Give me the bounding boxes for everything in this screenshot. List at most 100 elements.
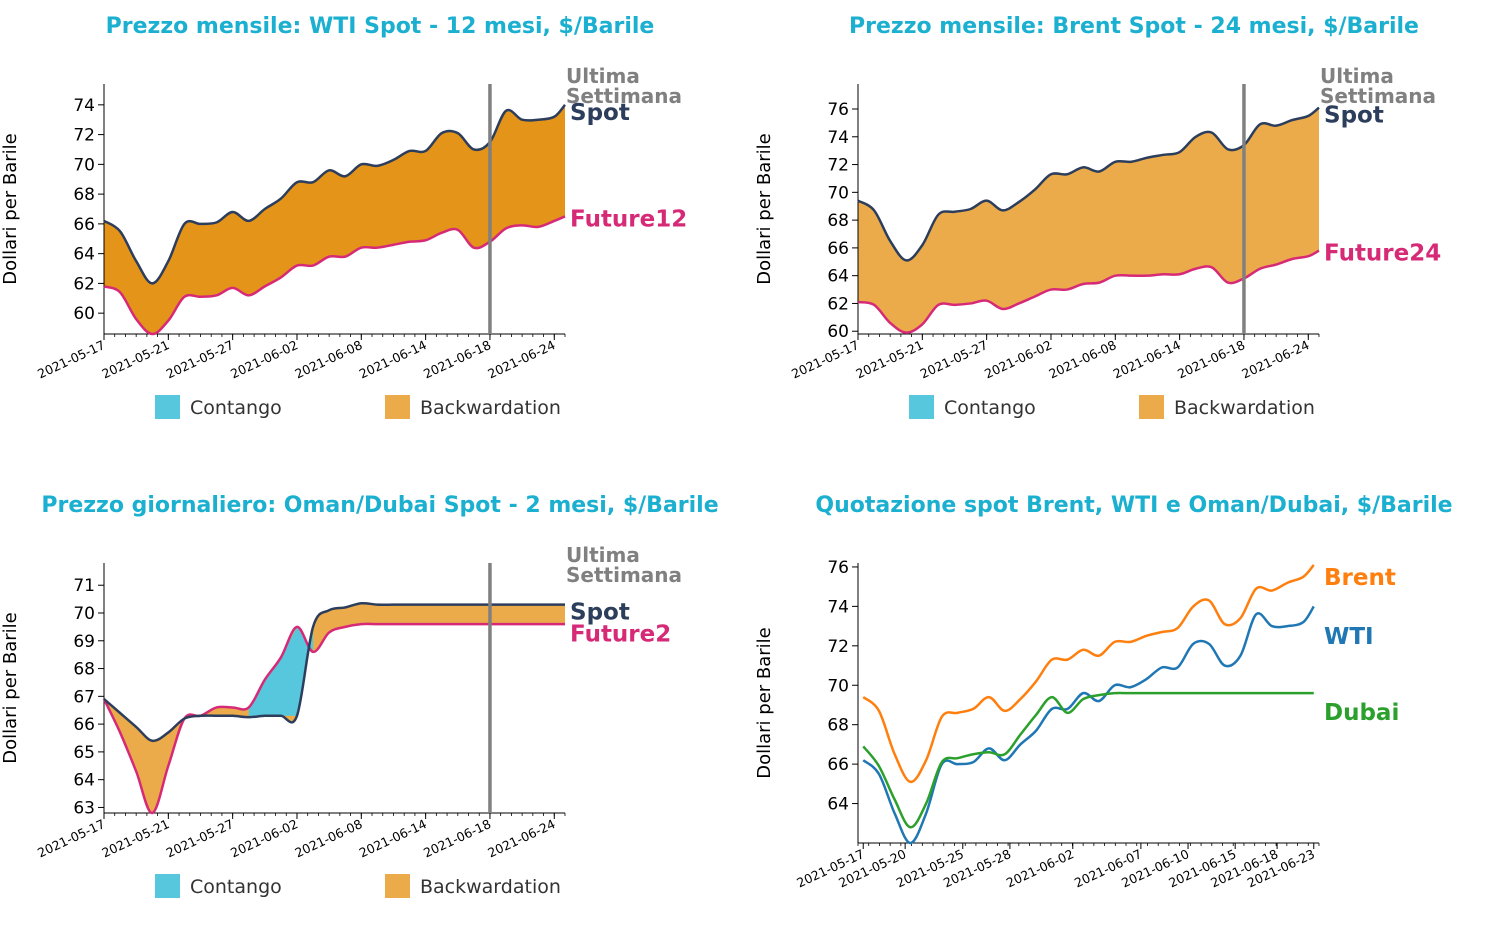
chart-quotes-ytick-label: 66: [827, 755, 849, 775]
chart-quotes-ytick-label: 64: [827, 795, 849, 815]
chart-dubai-ytick-label: 68: [73, 660, 95, 680]
chart-quotes-ytick-label: 72: [827, 637, 849, 657]
chart-wti-spot-label: Spot: [570, 100, 630, 126]
chart-dubai-ytick-label: 65: [73, 743, 95, 763]
chart-brent: Prezzo mensile: Brent Spot - 24 mesi, $/…: [754, 14, 1441, 419]
chart-dubai-legend-backwardation-swatch: [385, 874, 410, 898]
chart-wti-ytick-label: 74: [73, 96, 95, 116]
chart-wti-ytick-label: 60: [73, 304, 95, 324]
chart-wti-ytick-label: 64: [73, 245, 95, 265]
chart-dubai-ylabel: Dollari per Barile: [0, 612, 21, 764]
chart-brent-legend-backwardation-swatch: [1139, 395, 1164, 419]
chart-dubai-xtick-label: 2021-06-02: [228, 816, 300, 860]
chart-dubai-backwardation-area: [104, 603, 565, 814]
chart-brent-xtick-label: 2021-06-24: [1239, 337, 1311, 381]
chart-wti-ylabel: Dollari per Barile: [0, 133, 21, 285]
chart-wti-ytick-label: 70: [73, 155, 95, 175]
chart-brent-xtick-label: 2021-05-21: [853, 337, 925, 381]
chart-brent-last-week-label-1: Ultima: [1320, 64, 1394, 88]
chart-wti-xtick-label: 2021-05-27: [164, 337, 236, 381]
chart-wti-legend-contango-swatch: [155, 395, 180, 419]
chart-wti-last-week-label-1: Ultima: [566, 64, 640, 88]
chart-wti-future-label: Future12: [570, 206, 687, 232]
chart-brent-xtick-label: 2021-06-18: [1175, 337, 1247, 381]
chart-brent-xtick-label: 2021-06-14: [1111, 337, 1183, 381]
chart-brent-ytick-label: 60: [827, 322, 849, 342]
chart-dubai-ytick-label: 71: [73, 576, 95, 596]
chart-quotes-ytick-label: 68: [827, 716, 849, 736]
chart-brent-ylabel: Dollari per Barile: [754, 133, 775, 285]
chart-dubai: Prezzo giornaliero: Oman/Dubai Spot - 2 …: [0, 493, 719, 898]
chart-dubai-title: Prezzo giornaliero: Oman/Dubai Spot - 2 …: [41, 493, 718, 518]
chart-quotes-ytick-label: 70: [827, 676, 849, 696]
chart-quotes-dubai-label: Dubai: [1324, 700, 1399, 726]
chart-dubai-legend-backwardation-label: Backwardation: [420, 876, 561, 898]
chart-brent-legend-contango-swatch: [909, 395, 934, 419]
chart-dubai-ytick-label: 69: [73, 632, 95, 652]
chart-dubai-ytick-label: 70: [73, 604, 95, 624]
chart-brent-ytick-label: 70: [827, 183, 849, 203]
chart-wti-ytick-label: 62: [73, 274, 95, 294]
chart-brent-xtick-label: 2021-05-17: [789, 337, 861, 381]
chart-wti-xtick-label: 2021-06-08: [292, 337, 364, 381]
chart-wti-ytick-label: 68: [73, 185, 95, 205]
chart-dubai-future-line: [102, 622, 565, 815]
chart-dubai-legend-contango-swatch: [155, 874, 180, 898]
chart-wti-xtick-label: 2021-06-24: [485, 337, 557, 381]
chart-brent-ytick-label: 72: [827, 156, 849, 176]
chart-wti-ytick-label: 66: [73, 215, 95, 235]
chart-dubai-ytick-label: 66: [73, 715, 95, 735]
chart-dubai-spot-label: Spot: [570, 600, 630, 626]
chart-dubai-xtick-label: 2021-06-08: [292, 816, 364, 860]
chart-dubai-xtick-label: 2021-06-18: [421, 816, 493, 860]
chart-wti-title: Prezzo mensile: WTI Spot - 12 mesi, $/Ba…: [106, 14, 655, 39]
chart-dubai-contango-area: [248, 626, 314, 718]
chart-brent-legend-contango-label: Contango: [944, 397, 1036, 419]
chart-dubai-xtick-label: 2021-05-17: [35, 816, 107, 860]
chart-brent-future-label: Future24: [1324, 241, 1441, 267]
chart-dubai-xtick-label: 2021-05-27: [164, 816, 236, 860]
chart-wti-xtick-label: 2021-05-21: [99, 337, 171, 381]
chart-brent-ytick-label: 62: [827, 294, 849, 314]
chart-dubai-xtick-label: 2021-06-14: [357, 816, 429, 860]
chart-wti-ytick-label: 72: [73, 126, 95, 146]
chart-brent-xtick-label: 2021-06-02: [982, 337, 1054, 381]
chart-brent-spot-label: Spot: [1324, 103, 1384, 129]
chart-quotes-dubai-line: [862, 691, 1314, 829]
chart-wti-xtick-label: 2021-06-14: [357, 337, 429, 381]
chart-quotes-brent-label: Brent: [1324, 565, 1396, 591]
chart-dubai-legend-contango-label: Contango: [190, 876, 282, 898]
chart-brent-ytick-label: 64: [827, 267, 849, 287]
chart-dubai-future-label: Future2: [570, 622, 671, 648]
chart-dubai-ytick-label: 67: [73, 687, 95, 707]
chart-quotes-ytick-label: 74: [827, 597, 849, 617]
chart-wti: Prezzo mensile: WTI Spot - 12 mesi, $/Ba…: [0, 14, 687, 419]
chart-dubai-last-week-label-2: Settimana: [566, 563, 682, 587]
chart-wti-legend-backwardation-label: Backwardation: [420, 397, 561, 419]
chart-brent-ytick-label: 76: [827, 100, 849, 120]
chart-brent-legend-backwardation-label: Backwardation: [1174, 397, 1315, 419]
chart-dubai-ytick-label: 64: [73, 771, 95, 791]
chart-dubai-last-week-label-1: Ultima: [566, 543, 640, 567]
chart-wti-xtick-label: 2021-06-18: [421, 337, 493, 381]
chart-brent-ytick-label: 66: [827, 239, 849, 259]
chart-quotes-wti-line: [862, 605, 1315, 845]
chart-quotes: Quotazione spot Brent, WTI e Oman/Dubai,…: [754, 493, 1453, 890]
chart-wti-legend-contango-label: Contango: [190, 397, 282, 419]
chart-dubai-xtick-label: 2021-05-21: [99, 816, 171, 860]
chart-quotes-xtick-label: 2021-06-02: [1004, 846, 1076, 890]
chart-brent-xtick-label: 2021-05-27: [918, 337, 990, 381]
chart-wti-xtick-label: 2021-05-17: [35, 337, 107, 381]
chart-quotes-title: Quotazione spot Brent, WTI e Oman/Dubai,…: [815, 493, 1452, 518]
chart-brent-ytick-label: 68: [827, 211, 849, 231]
chart-brent-backwardation-area: [858, 107, 1319, 333]
chart-wti-xtick-label: 2021-06-02: [228, 337, 300, 381]
chart-wti-last-week-label-2: Settimana: [566, 84, 682, 108]
chart-dubai-ytick-label: 63: [73, 798, 95, 818]
chart-brent-last-week-label-2: Settimana: [1320, 84, 1436, 108]
chart-quotes-brent-line: [862, 564, 1315, 784]
chart-brent-title: Prezzo mensile: Brent Spot - 24 mesi, $/…: [849, 14, 1419, 39]
chart-brent-ytick-label: 74: [827, 128, 849, 148]
chart-quotes-wti-label: WTI: [1324, 624, 1374, 650]
